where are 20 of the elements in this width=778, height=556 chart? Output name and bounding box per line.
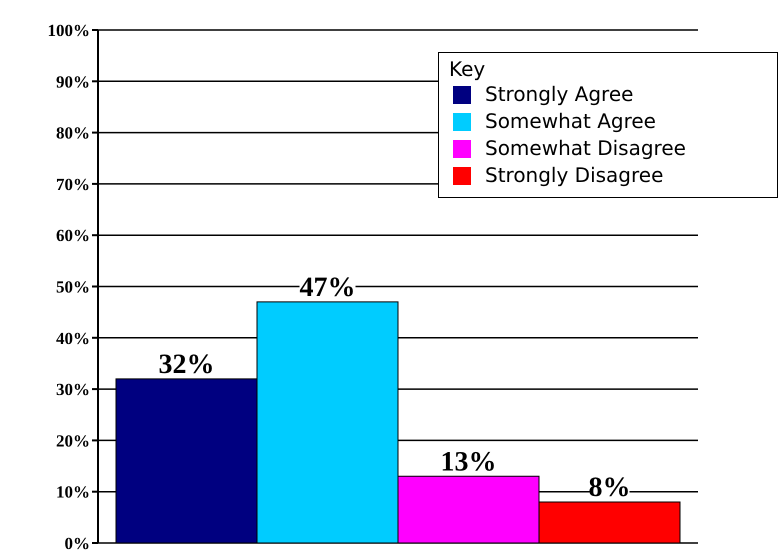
y-tick-label: 40%	[56, 328, 90, 348]
y-tick-label: 50%	[56, 278, 90, 297]
data-label: 47%	[300, 272, 356, 303]
y-tick-label: 20%	[56, 431, 90, 450]
y-tick-label: 60%	[56, 226, 90, 246]
data-label: 32%	[158, 348, 214, 380]
legend-label: Somewhat Agree	[485, 108, 656, 135]
data-label: 8%	[588, 472, 630, 503]
y-tick-label: 30%	[56, 380, 90, 400]
y-tick-label: 70%	[56, 174, 90, 194]
legend-title: Key	[449, 57, 486, 81]
legend-label: Somewhat Disagree	[485, 135, 686, 162]
y-tick-label: 0%	[64, 534, 90, 554]
y-tick-label: 90%	[56, 72, 90, 92]
data-label: 13%	[440, 446, 496, 478]
y-tick-label: 100%	[48, 21, 90, 40]
legend-label: Strongly Disagree	[485, 162, 664, 189]
y-tick-label: 10%	[56, 482, 90, 502]
legend-label: Strongly Agree	[485, 81, 634, 108]
y-tick-label: 80%	[56, 124, 90, 143]
